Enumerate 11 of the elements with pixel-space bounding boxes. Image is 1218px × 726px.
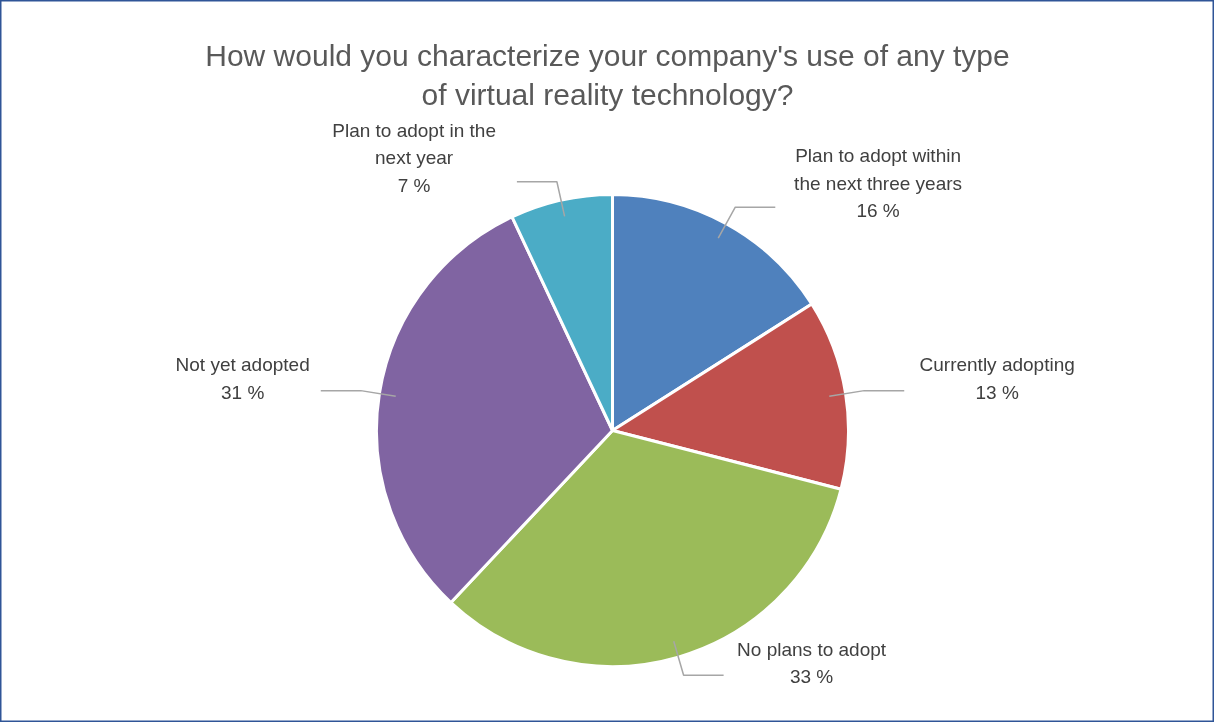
data-label: 7 % bbox=[397, 174, 431, 196]
data-label: 16 % bbox=[856, 199, 900, 221]
chart-title: How would you characterize your company's use of any type of virtual reality technology? bbox=[205, 38, 1010, 112]
data-label: 31 % bbox=[221, 381, 265, 403]
data-label: 13 % bbox=[975, 381, 1019, 403]
data-label: 33 % bbox=[789, 666, 834, 688]
slice-label: Plan to adopt in the next year bbox=[332, 119, 496, 169]
slice-label: Currently adopting bbox=[919, 354, 1075, 376]
slice-label: Plan to adopt within the next three years bbox=[794, 145, 963, 194]
slice-label: Not yet adopted bbox=[175, 354, 310, 376]
slice-label: No plans to adopt bbox=[737, 639, 887, 661]
